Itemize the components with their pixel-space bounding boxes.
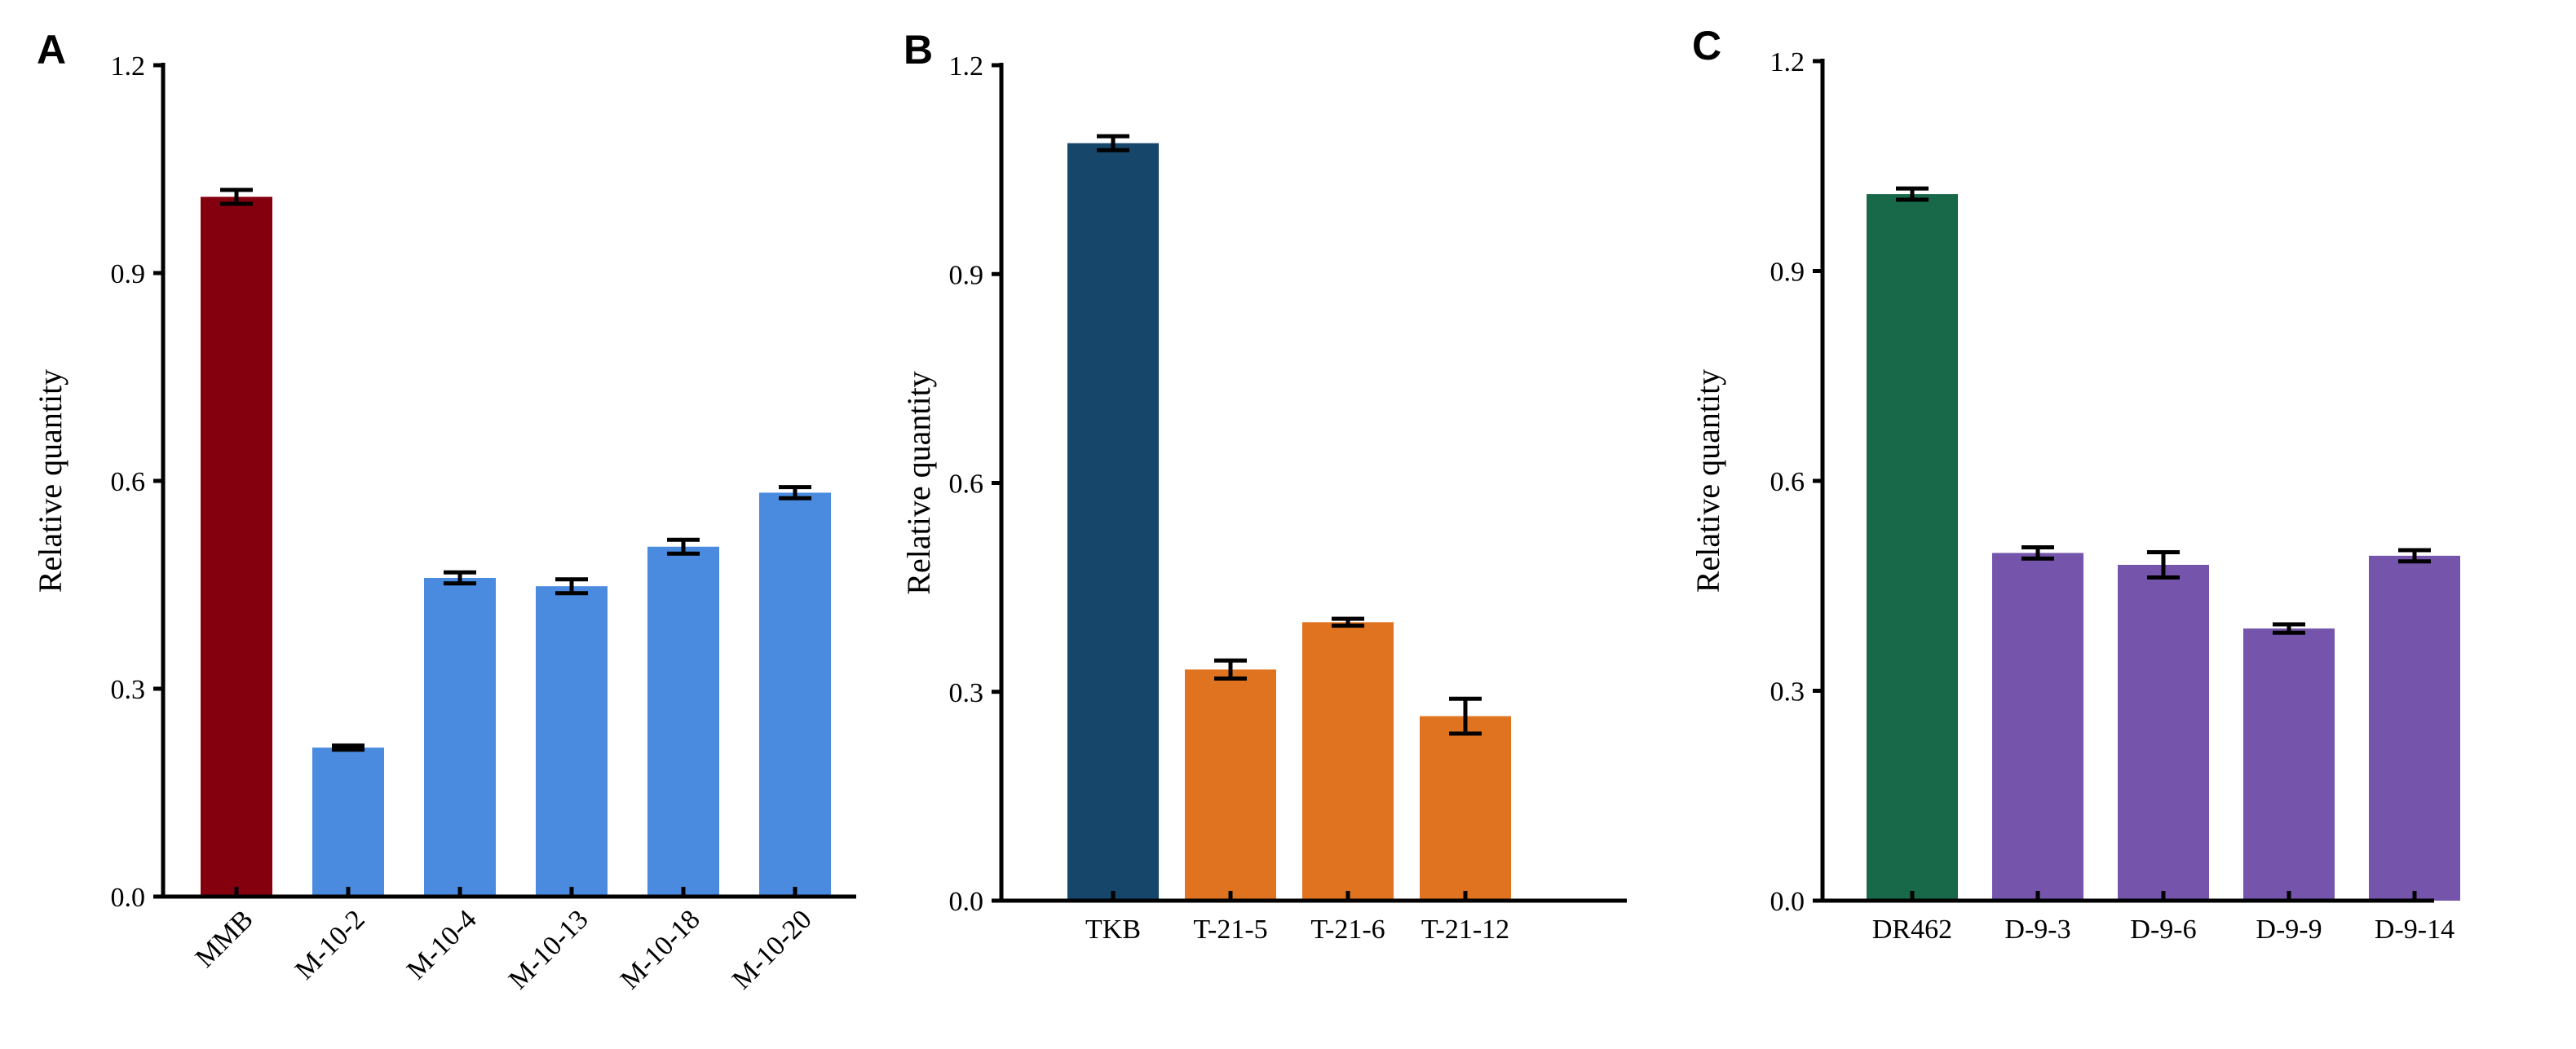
y-tick-label: 0.9	[111, 259, 146, 289]
x-tick-label: TKB	[1085, 915, 1141, 945]
x-tick-label: DR462	[1872, 915, 1952, 945]
y-tick-label: 1.2	[949, 51, 984, 82]
x-tick-label: M-10-4	[401, 904, 483, 985]
bar-t-21-6	[1302, 622, 1394, 901]
y-tick-label: 0.9	[1770, 258, 1805, 288]
error-bar	[1449, 696, 1482, 736]
y-tick-label: 0.6	[949, 469, 984, 500]
y-tick-label: 0.3	[949, 678, 984, 708]
x-tick-label: D-9-6	[2130, 915, 2196, 945]
y-axis-label: Relative quantity	[1690, 369, 1726, 593]
bar-dr462	[1867, 194, 1958, 901]
error-bar	[667, 537, 700, 556]
error-bar	[1214, 658, 1247, 681]
bar-m-10-18	[647, 546, 719, 897]
bar-t-21-5	[1185, 669, 1276, 901]
panel-c: C 0.0 0.3 0.6 0.9 1.2 DR462 D-9-3 D-9-6 D-9-9 D-9-…	[1690, 23, 2460, 945]
panel-letter: B	[904, 27, 933, 73]
y-tick-label: 0.0	[1770, 887, 1805, 917]
bar-d-9-3	[1992, 553, 2083, 901]
x-tick-label: T-21-12	[1421, 915, 1509, 945]
x-tick-label: MMB	[190, 904, 259, 973]
bar-m-10-2	[312, 747, 384, 897]
error-bar	[220, 187, 253, 206]
error-bar	[2021, 545, 2054, 561]
error-bar	[1332, 616, 1364, 628]
y-tick-label: 0.9	[949, 260, 984, 290]
y-tick-label: 0.0	[949, 887, 984, 917]
error-bar	[779, 485, 811, 500]
error-bar	[2147, 550, 2180, 580]
y-tick-label: 0.6	[1770, 467, 1805, 497]
x-tick-label: M-10-2	[289, 904, 371, 985]
panel-b: B 0.0 0.3 0.6 0.9 1.2 TKB T-21-5 T-21-6 T-21-12 Re…	[900, 27, 1627, 945]
panel-letter: A	[37, 27, 66, 73]
x-tick-label: M-10-20	[727, 904, 818, 995]
bar-d-9-6	[2118, 565, 2209, 901]
panel-letter: C	[1692, 23, 1721, 68]
x-tick-label: M-10-13	[503, 904, 594, 995]
x-tick-label: D-9-14	[2375, 915, 2454, 945]
x-tick-label: M-10-18	[615, 904, 706, 995]
error-bar	[332, 743, 365, 752]
bar-d-9-14	[2369, 555, 2460, 901]
error-bar	[555, 577, 588, 596]
x-tick-label: T-21-6	[1310, 915, 1385, 945]
y-tick-label: 0.0	[111, 883, 146, 913]
y-axis-label: Relative quantity	[900, 371, 937, 594]
error-bar	[1896, 186, 1929, 202]
bar-m-10-20	[759, 492, 831, 897]
error-bar	[2273, 622, 2305, 635]
y-axis-label: Relative quantity	[32, 369, 68, 593]
error-bar	[1097, 134, 1129, 152]
error-bar	[2398, 548, 2431, 564]
y-tick-label: 1.2	[1770, 47, 1805, 77]
bar-d-9-9	[2243, 628, 2335, 901]
x-tick-label: D-9-3	[2004, 915, 2070, 945]
y-tick-label: 0.3	[111, 675, 146, 705]
x-tick-label: T-21-5	[1193, 915, 1267, 945]
y-tick-label: 1.2	[111, 51, 146, 82]
bar-tkb	[1067, 143, 1159, 901]
y-tick-label: 0.3	[1770, 677, 1805, 707]
bar-t-21-12	[1420, 716, 1511, 901]
x-tick-label: D-9-9	[2256, 915, 2322, 945]
y-tick-label: 0.6	[111, 467, 146, 497]
bar-m-10-13	[536, 586, 608, 897]
error-bar	[444, 570, 476, 586]
bar-mmb	[201, 196, 272, 897]
bar-m-10-4	[424, 578, 496, 897]
